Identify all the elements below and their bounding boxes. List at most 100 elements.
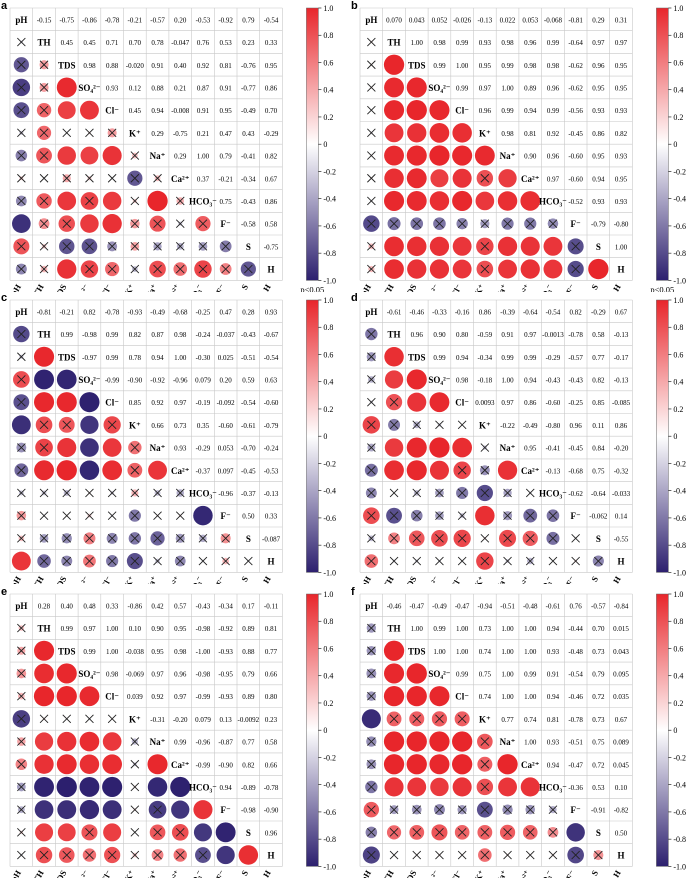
diag-label: Cl⁻	[105, 106, 119, 116]
corr-value: -0.79	[591, 221, 606, 229]
corr-value: 0.86	[265, 84, 278, 92]
corr-value: -0.57	[150, 16, 165, 24]
nonsignificant-mark	[457, 511, 467, 520]
corr-circle	[56, 663, 77, 684]
nonsignificant-mark	[412, 850, 422, 860]
panel-c: c pH -0.81 -0.21 0.82 -0.78 -0.93 -0.49 -0.68 -0.…	[0, 292, 350, 584]
corr-value: 1.00	[456, 62, 469, 70]
nonsignificant-mark	[367, 151, 376, 160]
axis-label: TDS	[52, 868, 69, 878]
nonsignificant-mark	[198, 264, 208, 274]
corr-circle	[566, 823, 585, 842]
diag-label: TH	[38, 38, 51, 48]
nonsignificant-mark	[39, 443, 49, 452]
corr-value: 0.20	[220, 376, 233, 384]
diag-label: H	[268, 851, 275, 861]
corr-value: -0.90	[264, 807, 279, 815]
colorbar-tick: -0.6	[673, 514, 686, 523]
corr-value: 0.99	[106, 331, 119, 339]
corr-circle	[452, 145, 473, 166]
corr-circle	[57, 823, 76, 842]
axis-label: TDS	[402, 282, 419, 292]
corr-value: 1.00	[456, 625, 469, 633]
nonsignificant-mark	[367, 759, 376, 769]
corr-value: -0.13	[478, 16, 493, 24]
corr-value: 0.87	[151, 331, 164, 339]
corr-value: 0.93	[615, 198, 628, 206]
diag-label: Ca²⁺	[171, 760, 190, 770]
nonsignificant-mark	[480, 443, 490, 452]
nonsignificant-mark	[39, 850, 49, 860]
corr-value: 0.92	[151, 693, 164, 701]
colorbar-tick: 0.6	[323, 644, 333, 653]
corr-value: 0.99	[456, 39, 469, 47]
nonsignificant-mark	[435, 511, 444, 520]
corr-circle	[474, 145, 495, 166]
nonsignificant-mark	[367, 128, 376, 138]
corr-value: 0.96	[265, 829, 278, 837]
corr-value: 0.99	[106, 354, 119, 362]
corr-value: 0.17	[242, 602, 255, 610]
panel-label: b	[351, 0, 358, 12]
nonsignificant-mark	[62, 714, 72, 724]
diag-label: F⁻	[221, 511, 231, 521]
corr-value: 0.79	[220, 153, 233, 161]
corr-circle	[102, 146, 122, 166]
corr-value: -0.82	[614, 807, 629, 815]
corr-value: 0.99	[61, 625, 74, 633]
colorbar-tick: -0.8	[323, 249, 336, 258]
nonsignificant-mark	[175, 196, 185, 206]
corr-value: 0.94	[524, 107, 537, 115]
corr-circle	[80, 438, 99, 457]
nonsignificant-mark	[457, 420, 467, 430]
corr-value: -0.085	[612, 399, 631, 407]
colorbar-tick: -0.2	[673, 753, 686, 762]
corr-value: 0.93	[615, 107, 628, 115]
corr-value: 0.66	[265, 761, 278, 769]
corr-value: -1.00	[196, 648, 211, 656]
corr-value: 0.89	[524, 84, 537, 92]
corr-value: 0.78	[151, 39, 164, 47]
corr-value: 0.99	[433, 62, 446, 70]
nonsignificant-mark	[480, 759, 490, 769]
nonsignificant-mark	[548, 850, 558, 860]
panel-a: a pH -0.15 -0.75 -0.86 -0.78 -0.21 -0.57 0.20 -0.…	[0, 0, 350, 292]
nonsignificant-mark	[367, 105, 376, 115]
axis-label: Ca²⁺	[515, 574, 532, 584]
corr-value: 0.33	[106, 602, 119, 610]
colorbar-tick: 0	[673, 432, 677, 441]
corr-value: 0.81	[524, 130, 537, 138]
nonsignificant-mark	[62, 242, 72, 251]
corr-value: 0.98	[501, 130, 514, 138]
nonsignificant-mark	[480, 242, 490, 251]
corr-value: -0.86	[82, 16, 97, 24]
nonsignificant-mark	[175, 511, 185, 520]
colorbar-tick: 0.6	[323, 58, 333, 67]
axis-label: Cl⁻	[449, 868, 464, 878]
diag-label: HCO₃⁻	[189, 196, 217, 206]
nonsignificant-mark	[480, 805, 490, 814]
nonsignificant-mark	[62, 488, 72, 498]
corr-value: 1.00	[501, 693, 514, 701]
corr-value: -0.45	[241, 467, 256, 475]
nonsignificant-mark	[17, 465, 26, 475]
corr-value: -0.11	[264, 602, 279, 610]
corr-value: -0.49	[241, 107, 256, 115]
corr-circle	[406, 437, 427, 458]
corr-circle	[193, 505, 213, 526]
nonsignificant-mark	[85, 534, 94, 543]
corr-value: 0.84	[592, 445, 605, 453]
corr-value: -0.13	[546, 467, 561, 475]
corr-value: -0.51	[241, 354, 256, 362]
corr-value: -0.80	[614, 221, 629, 229]
nonsignificant-mark	[367, 83, 376, 92]
nonsignificant-mark	[107, 420, 117, 430]
corr-circle	[497, 460, 518, 480]
nonsignificant-mark	[130, 219, 140, 228]
nonsignificant-mark	[130, 534, 140, 543]
corr-circle	[430, 169, 449, 188]
corr-value: -0.98	[82, 331, 97, 339]
corr-value: -0.21	[218, 175, 233, 183]
axis-label: SO₄²⁻	[422, 868, 441, 878]
corr-circle	[34, 346, 55, 367]
